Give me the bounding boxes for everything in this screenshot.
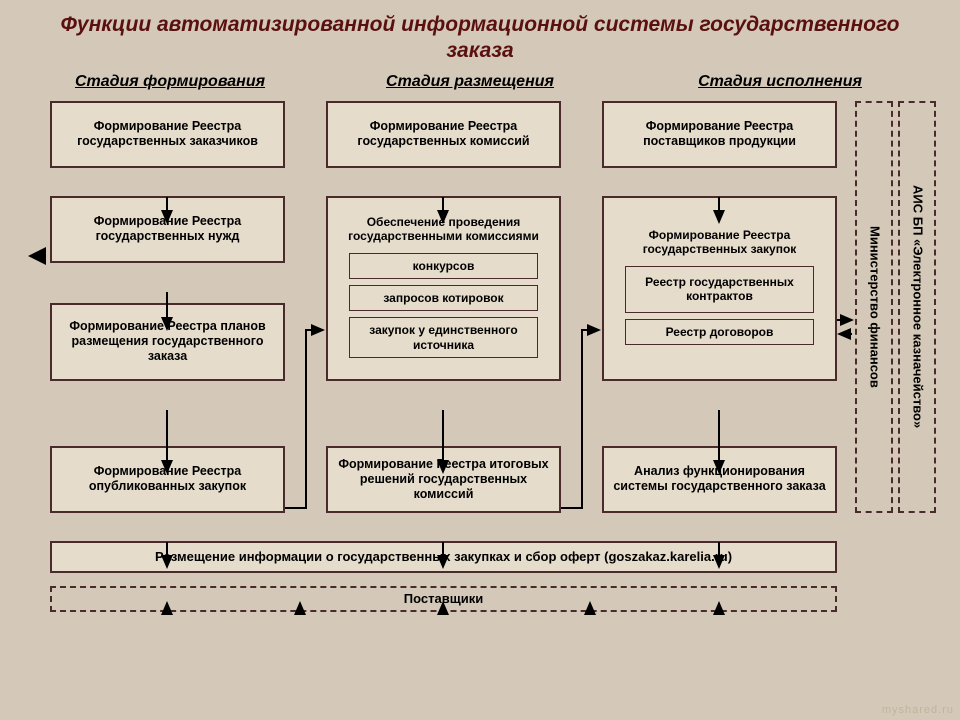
- stage-headers: Стадия формирования Стадия размещения Ст…: [0, 73, 960, 91]
- c1-b2: Формирование Реестра государственных нуж…: [50, 196, 285, 263]
- c1-b3: Формирование Реестра планов размещения г…: [50, 303, 285, 381]
- c2-b3: Формирование Реестра итоговых решений го…: [326, 446, 561, 513]
- right-ais: АИС БП «Электронное казначейство»: [898, 101, 936, 513]
- c2-b2: Обеспечение проведения государственными …: [326, 196, 561, 381]
- bottom-suppliers: Поставщики: [50, 586, 837, 612]
- main-title: Функции автоматизированной информационно…: [0, 0, 960, 73]
- c1-b1: Формирование Реестра государственных зак…: [50, 101, 285, 168]
- c2-b1: Формирование Реестра государственных ком…: [326, 101, 561, 168]
- watermark: myshared.ru: [882, 704, 954, 716]
- right-mf: Министерство финансов: [855, 101, 893, 513]
- c3-b2-head: Формирование Реестра государственных зак…: [614, 228, 825, 257]
- bottom-info: Размещение информации о государственных …: [50, 541, 837, 573]
- right-ais-label: АИС БП «Электронное казначейство»: [909, 185, 926, 428]
- c1-b4: Формирование Реестра опубликованных заку…: [50, 446, 285, 513]
- flowchart-canvas: Формирование Реестра государственных зак…: [0, 91, 960, 691]
- right-mf-label: Министерство финансов: [866, 226, 883, 388]
- c2-b2-head: Обеспечение проведения государственными …: [338, 215, 549, 244]
- stage-2-header: Стадия размещения: [320, 73, 620, 91]
- c3-b3: Анализ функционирования системы государс…: [602, 446, 837, 513]
- c2-b2-c: закупок у единственного источника: [349, 317, 539, 358]
- c2-b2-b: запросов котировок: [349, 285, 539, 311]
- stage-3-header: Стадия исполнения: [630, 73, 930, 91]
- c3-b2-b: Реестр договоров: [625, 319, 815, 345]
- c3-b1: Формирование Реестра поставщиков продукц…: [602, 101, 837, 168]
- c3-b2-a: Реестр государственных контрактов: [625, 266, 815, 313]
- stage-1-header: Стадия формирования: [20, 73, 320, 91]
- c2-b2-a: конкурсов: [349, 253, 539, 279]
- c3-b2: Формирование Реестра государственных зак…: [602, 196, 837, 381]
